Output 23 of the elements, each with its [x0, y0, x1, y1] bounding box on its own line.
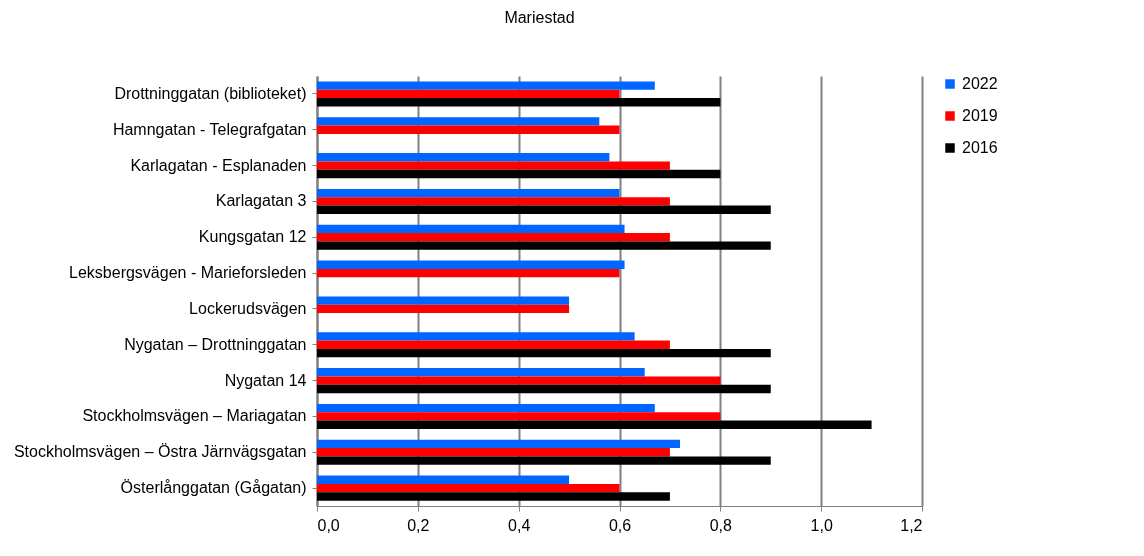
x-tick-label: 0,4 — [508, 516, 531, 534]
y-tick-label: Stockholmsvägen – Mariagatan — [82, 407, 307, 425]
y-tick-label: Karlagatan - Esplanaden — [130, 156, 307, 174]
legend-label: 2022 — [962, 75, 998, 92]
x-tick-label: 1,0 — [810, 516, 833, 534]
y-tick-label: Kungsgatan 12 — [198, 228, 307, 246]
y-tick-label: Hamngatan - Telegrafgatan — [112, 120, 307, 138]
x-tick-label: 0,8 — [709, 516, 733, 534]
chart-title: Mariestad — [504, 9, 575, 26]
y-tick-label: Stockholmsvägen – Östra Järnvägsgatan — [13, 443, 307, 461]
legend-label: 2016 — [962, 139, 998, 156]
x-tick-label: 0,0 — [317, 516, 340, 534]
y-tick-label: Nygatan – Drottninggatan — [124, 335, 307, 353]
y-tick-label: Drottninggatan (biblioteket) — [114, 84, 307, 102]
x-tick-label: 0,6 — [608, 516, 632, 534]
y-tick-label: Karlagatan 3 — [215, 192, 307, 210]
y-tick-label: Lockerudsvägen — [189, 299, 307, 317]
legend-label: 2019 — [962, 107, 998, 124]
y-tick-label: Leksbergsvägen - Marieforsleden — [69, 264, 307, 282]
y-tick-label: Nygatan 14 — [224, 371, 307, 389]
y-tick-label: Österlånggatan (Gågatan) — [120, 479, 307, 497]
x-tick-label: 1,2 — [900, 516, 923, 534]
x-tick-label: 0,2 — [407, 516, 430, 534]
